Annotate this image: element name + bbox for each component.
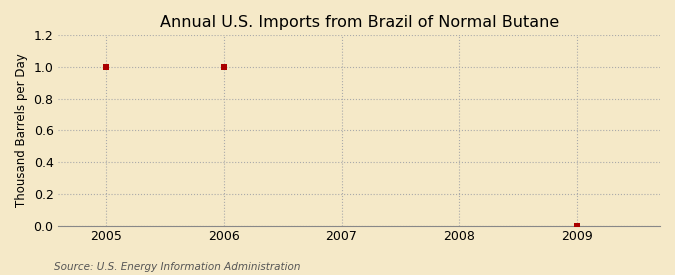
Y-axis label: Thousand Barrels per Day: Thousand Barrels per Day: [15, 54, 28, 207]
Title: Annual U.S. Imports from Brazil of Normal Butane: Annual U.S. Imports from Brazil of Norma…: [159, 15, 559, 30]
Point: [100, 65, 111, 69]
Point: [572, 224, 583, 228]
Point: [218, 65, 229, 69]
Text: Source: U.S. Energy Information Administration: Source: U.S. Energy Information Administ…: [54, 262, 300, 272]
